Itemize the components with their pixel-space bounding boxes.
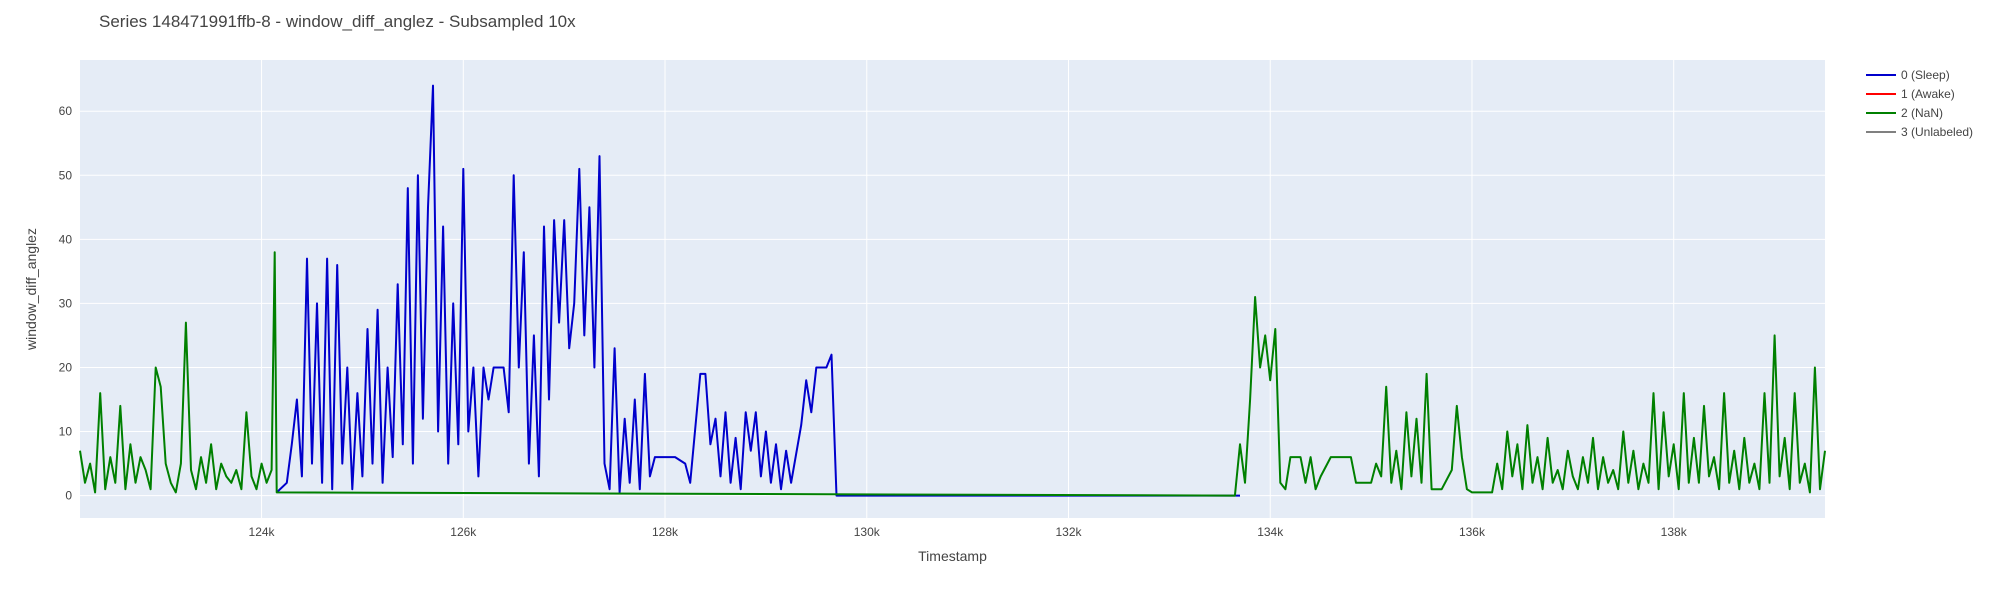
y-axis-ticks: 0 10 20 30 40 50 60 <box>59 104 73 502</box>
x-tick-label: 132k <box>1055 525 1082 539</box>
x-tick-label: 130k <box>854 525 881 539</box>
legend-item-3-unlabeled[interactable]: 3 (Unlabeled) <box>1866 125 1973 139</box>
x-axis-ticks: 124k 126k 128k 130k 132k 134k 136k 138k <box>249 525 1688 539</box>
series-line-0-sleep <box>276 84 1240 497</box>
legend-label: 1 (Awake) <box>1901 87 1955 101</box>
legend-item-1-awake[interactable]: 1 (Awake) <box>1866 87 1955 101</box>
x-tick-label: 124k <box>249 525 276 539</box>
y-axis-title: window_diff_anglez <box>23 228 39 351</box>
x-tick-label: 134k <box>1257 525 1284 539</box>
y-tick-label: 0 <box>65 489 72 503</box>
legend-item-2-nan[interactable]: 2 (NaN) <box>1866 106 1943 120</box>
y-tick-label: 60 <box>59 104 73 118</box>
y-tick-label: 40 <box>59 232 73 246</box>
x-tick-label: 136k <box>1459 525 1486 539</box>
legend-label: 2 (NaN) <box>1901 106 1943 120</box>
legend-item-0-sleep[interactable]: 0 (Sleep) <box>1866 68 1950 82</box>
legend-label: 0 (Sleep) <box>1901 68 1950 82</box>
x-axis-title: Timestamp <box>918 548 987 564</box>
chart-title: Series 148471991ffb-8 - window_diff_angl… <box>99 12 576 31</box>
x-tick-label: 126k <box>450 525 477 539</box>
y-tick-label: 10 <box>59 425 73 439</box>
series-line-2-nan <box>79 251 1826 497</box>
y-tick-label: 20 <box>59 360 73 374</box>
legend-label: 3 (Unlabeled) <box>1901 125 1973 139</box>
legend[interactable]: 0 (Sleep) 1 (Awake) 2 (NaN) 3 (Unlabeled) <box>1866 68 1973 139</box>
x-tick-label: 128k <box>652 525 679 539</box>
y-tick-label: 50 <box>59 168 73 182</box>
x-tick-label: 138k <box>1661 525 1688 539</box>
y-tick-label: 30 <box>59 296 73 310</box>
series-lines <box>79 84 1826 497</box>
